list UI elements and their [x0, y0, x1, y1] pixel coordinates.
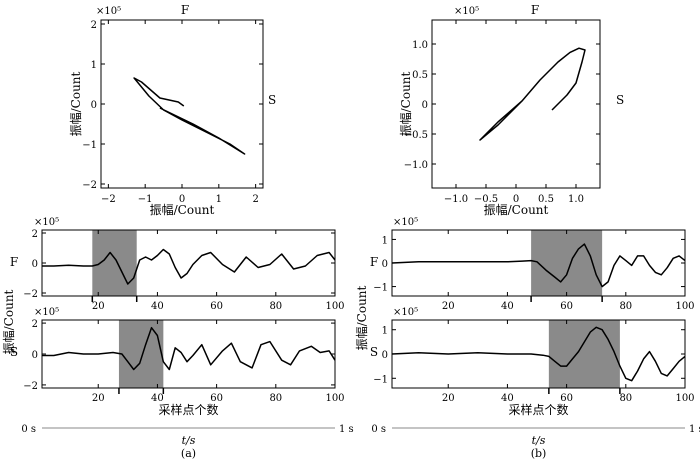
hodogram-right-label-a: S	[268, 93, 276, 107]
hodogram-ylabel-a: 振幅/Count	[68, 71, 83, 136]
trace-ytick-label-a-F: 2	[32, 229, 38, 240]
trace-xtick-label-b-F: 100	[675, 301, 694, 312]
trace-line-a-F	[42, 248, 336, 285]
panel-caption-b: (b)	[531, 447, 547, 460]
trace-ytick-label-a-F: 0	[32, 259, 38, 270]
trace-xtick-label-b-S: 20	[442, 393, 455, 404]
trace-scale-a-F: ×10⁵	[34, 217, 59, 228]
trace-xtick-label-b-F: 40	[501, 301, 514, 312]
hodogram-xtick-label-b: −1.0	[444, 194, 468, 205]
hodogram-right-label-b: S	[616, 93, 624, 107]
hodogram-ytick-label-a: −1	[82, 140, 97, 151]
hodogram-xtick-label-a: 1	[216, 194, 222, 205]
trace-xtick-label-a-F: 80	[269, 301, 282, 312]
trace-xtick-label-b-F: 60	[560, 301, 573, 312]
trace-name-b-F: F	[370, 255, 378, 269]
trace-ytick-label-b-S: −1	[373, 374, 388, 385]
trace-ytick-label-a-F: −2	[23, 289, 38, 300]
trace-ytick-label-b-F: −1	[373, 283, 388, 294]
trace-ytick-label-b-S: 0	[382, 350, 388, 361]
panel-caption-a: (a)	[181, 447, 196, 460]
hodogram-ytick-label-b: −1.0	[404, 160, 428, 171]
hodogram-xtick-label-a: 2	[252, 194, 258, 205]
analysis-window-a-S	[118, 320, 164, 388]
trace-xtick-label-b-S: 40	[501, 393, 514, 404]
trace-ytick-label-b-S: 1	[382, 326, 388, 337]
hodogram-ytick-label-a: 2	[91, 20, 97, 31]
hodogram-title-a: F	[181, 3, 189, 17]
hodogram-frame-b	[431, 19, 601, 189]
trace-frame-a-F	[41, 229, 336, 297]
hodogram-ytick-label-a: 0	[91, 100, 97, 111]
trace-ylabel-b: 振幅/Count	[354, 285, 369, 350]
hodogram-ytick-label-a: −2	[82, 180, 97, 191]
trace-ytick-label-a-S: 2	[32, 319, 38, 330]
trace-xlabel-a: 采样点个数	[158, 402, 218, 417]
time-axis-start-a: 0 s	[21, 424, 36, 435]
trace-xtick-label-b-F: 20	[442, 301, 455, 312]
time-axis-end-a: 1 s	[339, 424, 354, 435]
hodogram-title-b: F	[531, 3, 539, 17]
trace-xtick-label-b-S: 100	[675, 393, 694, 404]
trace-xtick-label-a-F: 60	[210, 301, 223, 312]
trace-name-a-S: S	[10, 345, 18, 359]
trace-xtick-label-a-S: 20	[92, 393, 105, 404]
trace-ytick-label-a-S: 0	[32, 350, 38, 361]
trace-xtick-label-a-S: 60	[210, 393, 223, 404]
trace-line-b-S	[391, 326, 686, 382]
hodogram-ytick-label-a: 1	[91, 60, 97, 71]
analysis-window-b-S	[548, 320, 620, 388]
trace-xtick-label-a-F: 40	[151, 301, 164, 312]
trace-ylabel-a: 振幅/Count	[1, 289, 16, 354]
trace-xtick-label-a-F: 100	[325, 301, 344, 312]
trace-ytick-label-b-F: 0	[382, 259, 388, 270]
trace-xtick-label-a-S: 100	[325, 393, 344, 404]
trace-line-a-S	[42, 326, 336, 371]
hodogram-xtick-label-a: −2	[101, 194, 116, 205]
hodogram-ytick-label-b: 0	[422, 100, 428, 111]
hodogram-xtick-label-b: 0	[513, 194, 519, 205]
trace-ytick-label-b-F: 1	[382, 235, 388, 246]
hodogram-trajectory-a	[133, 77, 246, 155]
time-axis-label-b: t/s	[532, 434, 546, 447]
hodogram-xtick-label-b: 1.0	[568, 194, 584, 205]
trace-xtick-label-b-S: 60	[560, 393, 573, 404]
hodogram-xtick-label-a: 0	[179, 194, 185, 205]
hodogram-xlabel-a: 振幅/Count	[150, 202, 215, 217]
hodogram-ylabel-b: 振幅/Count	[398, 71, 413, 136]
trace-xtick-label-b-F: 80	[619, 301, 632, 312]
time-axis-start-b: 0 s	[371, 424, 386, 435]
trace-scale-b-S: ×10⁵	[393, 307, 418, 318]
hodogram-trajectory-b	[479, 47, 586, 141]
hodogram-ytick-label-b: −0.5	[404, 130, 428, 141]
time-axis-label-a: t/s	[182, 434, 196, 447]
hodogram-xlabel-b: 振幅/Count	[484, 202, 549, 217]
hodogram-ytick-label-b: 1.0	[412, 40, 428, 51]
trace-name-b-S: S	[370, 345, 378, 359]
trace-xtick-label-a-F: 20	[92, 301, 105, 312]
trace-xtick-label-a-S: 40	[151, 393, 164, 404]
hodogram-xtick-label-a: −1	[138, 194, 153, 205]
hodogram-ytick-label-b: 0.5	[412, 70, 428, 81]
trace-xlabel-b: 采样点个数	[508, 402, 568, 417]
trace-scale-a-S: ×10⁵	[34, 307, 59, 318]
hodogram-xtick-label-b: 0.5	[538, 194, 554, 205]
trace-scale-b-F: ×10⁵	[393, 217, 418, 228]
trace-ytick-label-a-S: −2	[23, 381, 38, 392]
trace-line-b-F	[391, 243, 686, 288]
time-axis-end-b: 1 s	[689, 424, 700, 435]
trace-xtick-label-a-S: 80	[269, 393, 282, 404]
hodogram-scale-a: ×10⁵	[96, 6, 121, 17]
hodogram-scale-b: ×10⁵	[454, 6, 479, 17]
hodogram-xtick-label-b: −0.5	[474, 194, 498, 205]
trace-name-a-F: F	[10, 255, 18, 269]
trace-xtick-label-b-S: 80	[619, 393, 632, 404]
analysis-window-b-F	[531, 230, 603, 296]
